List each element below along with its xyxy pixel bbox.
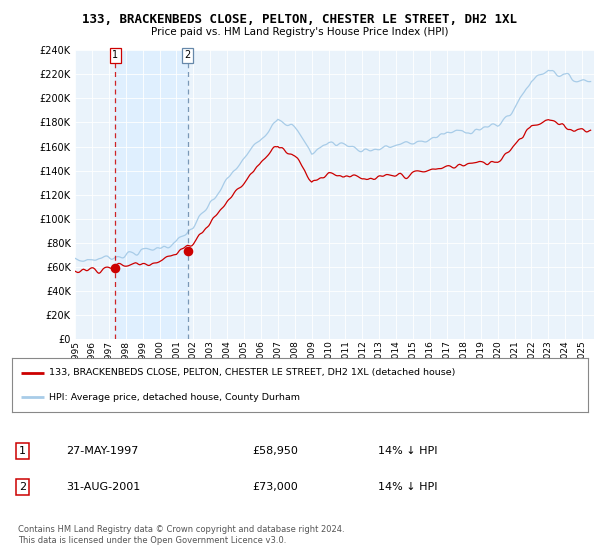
Text: £58,950: £58,950	[252, 446, 298, 456]
Text: Contains HM Land Registry data © Crown copyright and database right 2024.
This d: Contains HM Land Registry data © Crown c…	[18, 525, 344, 545]
Text: Price paid vs. HM Land Registry's House Price Index (HPI): Price paid vs. HM Land Registry's House …	[151, 27, 449, 37]
Text: 133, BRACKENBEDS CLOSE, PELTON, CHESTER LE STREET, DH2 1XL (detached house): 133, BRACKENBEDS CLOSE, PELTON, CHESTER …	[49, 368, 456, 377]
Text: 1: 1	[112, 50, 118, 60]
Text: 14% ↓ HPI: 14% ↓ HPI	[378, 482, 437, 492]
Point	[110, 264, 120, 273]
Text: HPI: Average price, detached house, County Durham: HPI: Average price, detached house, Coun…	[49, 393, 301, 402]
Point	[183, 246, 193, 255]
Text: 2: 2	[19, 482, 26, 492]
Text: 2: 2	[185, 50, 191, 60]
Text: 1: 1	[19, 446, 26, 456]
Text: 27-MAY-1997: 27-MAY-1997	[66, 446, 139, 456]
Text: 31-AUG-2001: 31-AUG-2001	[66, 482, 140, 492]
Text: 14% ↓ HPI: 14% ↓ HPI	[378, 446, 437, 456]
Text: £73,000: £73,000	[252, 482, 298, 492]
Text: 133, BRACKENBEDS CLOSE, PELTON, CHESTER LE STREET, DH2 1XL: 133, BRACKENBEDS CLOSE, PELTON, CHESTER …	[83, 13, 517, 26]
Bar	[115, 50, 188, 339]
